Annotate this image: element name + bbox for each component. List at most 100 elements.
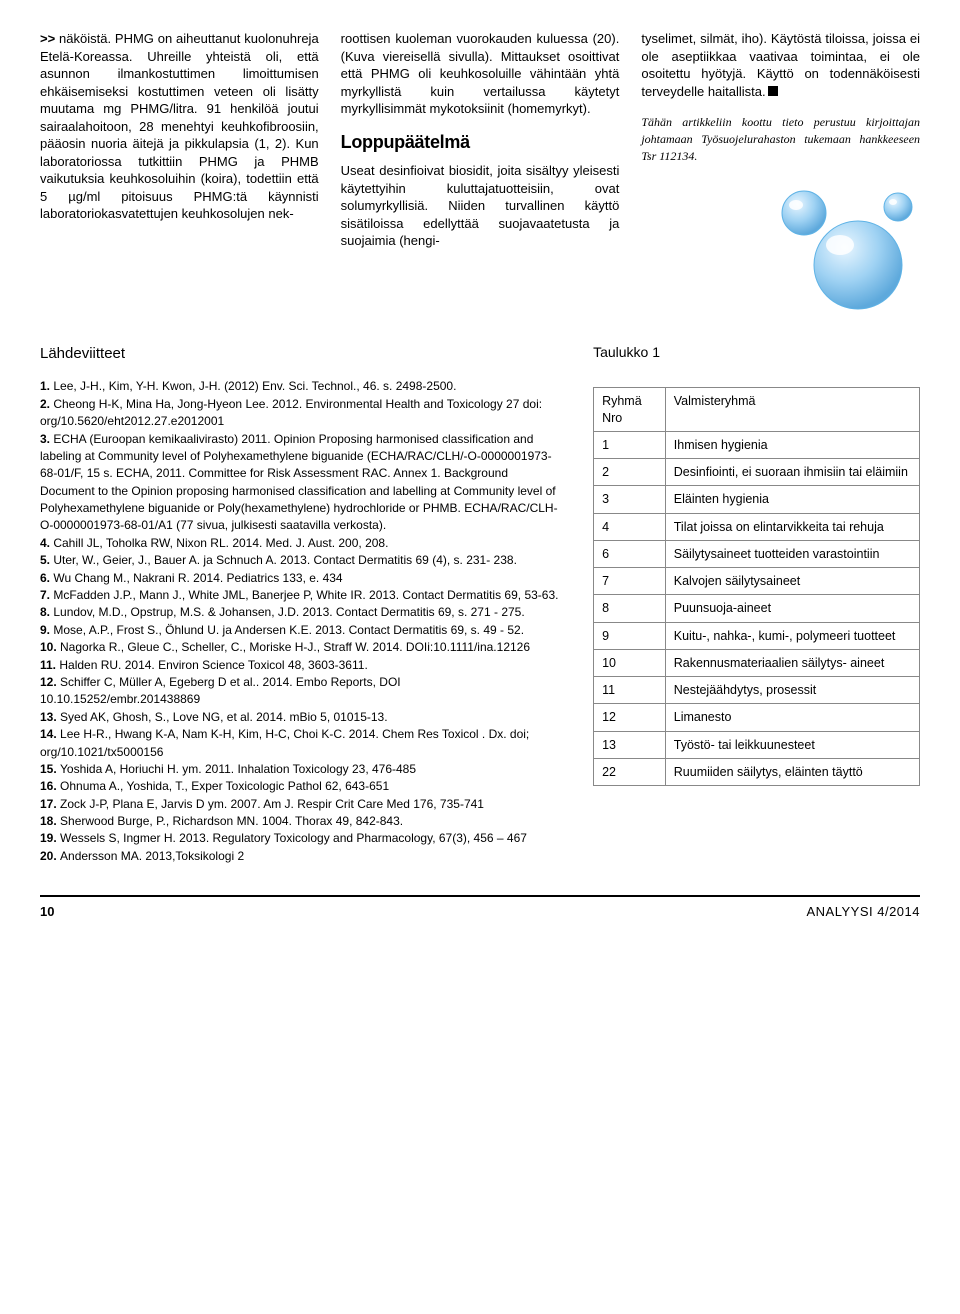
table-cell: Työstö- tai leikkuunesteet bbox=[665, 731, 919, 758]
table-cell: 11 bbox=[594, 677, 666, 704]
table-cell: 12 bbox=[594, 704, 666, 731]
table-cell: Ruumiiden säilytys, eläinten täyttö bbox=[665, 758, 919, 785]
table-row: 22Ruumiiden säilytys, eläinten täyttö bbox=[594, 758, 920, 785]
reference-number: 15. bbox=[40, 762, 60, 776]
table-row: 7Kalvojen säilytysaineet bbox=[594, 568, 920, 595]
references-title: Lähdeviitteet bbox=[40, 343, 563, 365]
table-row: 11Nestejäähdytys, prosessit bbox=[594, 677, 920, 704]
reference-number: 7. bbox=[40, 588, 53, 602]
table-cell: 9 bbox=[594, 622, 666, 649]
reference-number: 18. bbox=[40, 814, 60, 828]
reference-number: 14. bbox=[40, 727, 60, 741]
table-row: 12Limanesto bbox=[594, 704, 920, 731]
reference-item: 18. Sherwood Burge, P., Richardson MN. 1… bbox=[40, 813, 563, 830]
table-cell: Nestejäähdytys, prosessit bbox=[665, 677, 919, 704]
reference-item: 9. Mose, A.P., Frost S., Öhlund U. ja An… bbox=[40, 622, 563, 639]
group-table: Ryhmä Nro Valmisteryhmä 1Ihmisen hygieni… bbox=[593, 387, 920, 786]
table-section: Taulukko 1 Ryhmä Nro Valmisteryhmä 1Ihmi… bbox=[593, 343, 920, 866]
table-title: Taulukko 1 bbox=[593, 343, 920, 362]
references: Lähdeviitteet 1. Lee, J-H., Kim, Y-H. Kw… bbox=[40, 343, 563, 866]
reference-item: 3. ECHA (Euroopan kemikaalivirasto) 2011… bbox=[40, 431, 563, 535]
reference-number: 5. bbox=[40, 553, 53, 567]
reference-number: 2. bbox=[40, 397, 53, 411]
table-cell: Ihmisen hygienia bbox=[665, 431, 919, 458]
reference-number: 12. bbox=[40, 675, 60, 689]
table-header-group-no: Ryhmä Nro bbox=[594, 388, 666, 432]
table-cell: 13 bbox=[594, 731, 666, 758]
reference-number: 4. bbox=[40, 536, 53, 550]
article-columns: näköistä. PHMG on aiheuttanut kuolonuhre… bbox=[40, 30, 920, 313]
reference-item: 17. Zock J-P, Plana E, Jarvis D ym. 2007… bbox=[40, 796, 563, 813]
funding-note: Tähän artikkeliin koottu tieto perustuu … bbox=[641, 114, 920, 164]
reference-item: 2. Cheong H-K, Mina Ha, Jong-Hyeon Lee. … bbox=[40, 396, 563, 431]
reference-item: 6. Wu Chang M., Nakrani R. 2014. Pediatr… bbox=[40, 570, 563, 587]
column-1: näköistä. PHMG on aiheuttanut kuolonuhre… bbox=[40, 30, 319, 313]
reference-number: 1. bbox=[40, 379, 53, 393]
reference-item: 19. Wessels S, Ingmer H. 2013. Regulator… bbox=[40, 830, 563, 847]
reference-number: 19. bbox=[40, 831, 60, 845]
table-cell: Eläinten hygienia bbox=[665, 486, 919, 513]
reference-item: 4. Cahill JL, Toholka RW, Nixon RL. 2014… bbox=[40, 535, 563, 552]
reference-number: 3. bbox=[40, 432, 53, 446]
bubbles-illustration bbox=[641, 183, 920, 313]
page-footer: 10 ANALYYSI 4/2014 bbox=[40, 895, 920, 921]
table-cell: 4 bbox=[594, 513, 666, 540]
reference-item: 10. Nagorka R., Gleue C., Scheller, C., … bbox=[40, 639, 563, 656]
reference-item: 1. Lee, J-H., Kim, Y-H. Kwon, J-H. (2012… bbox=[40, 378, 563, 395]
table-cell: Säilytysaineet tuotteiden varastointiin bbox=[665, 540, 919, 567]
reference-item: 20. Andersson MA. 2013,Toksikologi 2 bbox=[40, 848, 563, 865]
table-cell: Tilat joissa on elintarvikkeita tai rehu… bbox=[665, 513, 919, 540]
reference-item: 7. McFadden J.P., Mann J., White JML, Ba… bbox=[40, 587, 563, 604]
references-list: 1. Lee, J-H., Kim, Y-H. Kwon, J-H. (2012… bbox=[40, 378, 563, 865]
reference-item: 12. Schiffer C, Müller A, Egeberg D et a… bbox=[40, 674, 563, 709]
end-mark-icon bbox=[768, 86, 778, 96]
column-2: roottisen kuoleman vuorokauden kuluessa … bbox=[341, 30, 620, 313]
reference-number: 20. bbox=[40, 849, 60, 863]
table-cell: Desinfiointi, ei suoraan ihmisiin tai el… bbox=[665, 459, 919, 486]
reference-item: 13. Syed AK, Ghosh, S., Love NG, et al. … bbox=[40, 709, 563, 726]
table-row: 6Säilytysaineet tuotteiden varastointiin bbox=[594, 540, 920, 567]
table-row: 2Desinfiointi, ei suoraan ihmisiin tai e… bbox=[594, 459, 920, 486]
table-row: 4Tilat joissa on elintarvikkeita tai reh… bbox=[594, 513, 920, 540]
table-cell: 6 bbox=[594, 540, 666, 567]
table-body: 1Ihmisen hygienia2Desinfiointi, ei suora… bbox=[594, 431, 920, 785]
column-3-text: tyselimet, silmät, iho). Käytöstä tilois… bbox=[641, 31, 920, 99]
reference-number: 11. bbox=[40, 658, 59, 672]
column-2-text-b: Useat desinfioivat biosidit, joita sisäl… bbox=[341, 163, 620, 248]
table-row: 9Kuitu-, nahka-, kumi-, polymeeri tuotte… bbox=[594, 622, 920, 649]
reference-number: 10. bbox=[40, 640, 60, 654]
reference-item: 5. Uter, W., Geier, J., Bauer A. ja Schn… bbox=[40, 552, 563, 569]
table-row: 1Ihmisen hygienia bbox=[594, 431, 920, 458]
table-cell: 7 bbox=[594, 568, 666, 595]
table-cell: 22 bbox=[594, 758, 666, 785]
table-row: 8Puunsuoja-aineet bbox=[594, 595, 920, 622]
table-header-group-name: Valmisteryhmä bbox=[665, 388, 919, 432]
reference-item: 16. Ohnuma A., Yoshida, T., Exper Toxico… bbox=[40, 778, 563, 795]
table-cell: 2 bbox=[594, 459, 666, 486]
table-cell: 8 bbox=[594, 595, 666, 622]
reference-item: 11. Halden RU. 2014. Environ Science Tox… bbox=[40, 657, 563, 674]
lower-section: Lähdeviitteet 1. Lee, J-H., Kim, Y-H. Kw… bbox=[40, 343, 920, 866]
reference-number: 9. bbox=[40, 623, 53, 637]
reference-number: 17. bbox=[40, 797, 60, 811]
reference-number: 8. bbox=[40, 605, 53, 619]
table-cell: Kuitu-, nahka-, kumi-, polymeeri tuottee… bbox=[665, 622, 919, 649]
table-cell: Limanesto bbox=[665, 704, 919, 731]
table-cell: Rakennusmateriaalien säilytys- aineet bbox=[665, 649, 919, 676]
reference-number: 13. bbox=[40, 710, 60, 724]
column-2-text-a: roottisen kuoleman vuorokauden kuluessa … bbox=[341, 31, 620, 116]
column-3: tyselimet, silmät, iho). Käytöstä tilois… bbox=[641, 30, 920, 313]
subheading-conclusion: Loppupäätelmä bbox=[341, 130, 620, 154]
table-cell: 3 bbox=[594, 486, 666, 513]
table-row: 3Eläinten hygienia bbox=[594, 486, 920, 513]
table-row: 10Rakennusmateriaalien säilytys- aineet bbox=[594, 649, 920, 676]
table-cell: Puunsuoja-aineet bbox=[665, 595, 919, 622]
reference-item: 8. Lundov, M.D., Opstrup, M.S. & Johanse… bbox=[40, 604, 563, 621]
table-cell: 10 bbox=[594, 649, 666, 676]
reference-item: 14. Lee H-R., Hwang K-A, Nam K-H, Kim, H… bbox=[40, 726, 563, 761]
table-row: 13Työstö- tai leikkuunesteet bbox=[594, 731, 920, 758]
table-cell: 1 bbox=[594, 431, 666, 458]
reference-item: 15. Yoshida A, Horiuchi H. ym. 2011. Inh… bbox=[40, 761, 563, 778]
table-cell: Kalvojen säilytysaineet bbox=[665, 568, 919, 595]
reference-number: 6. bbox=[40, 571, 53, 585]
